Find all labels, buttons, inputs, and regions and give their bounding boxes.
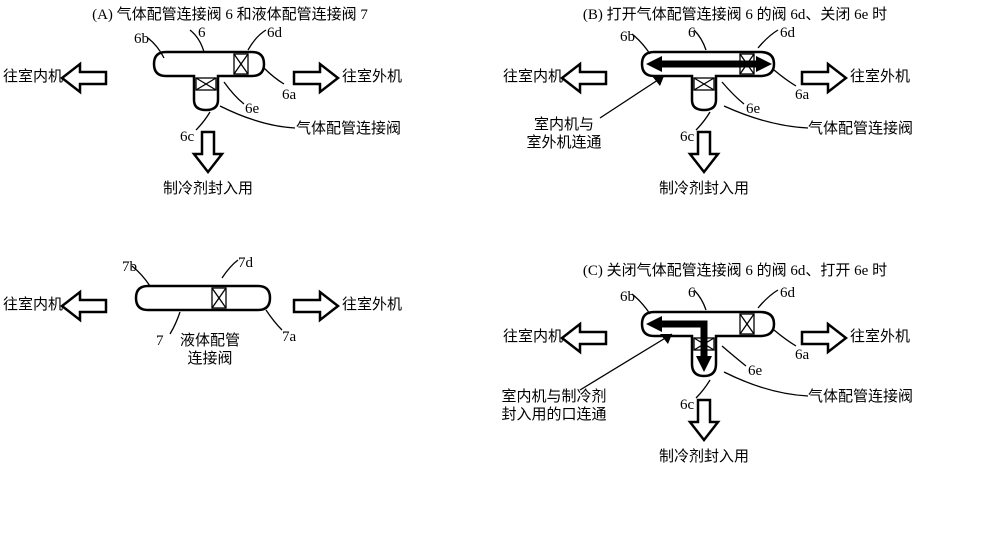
lbl-6d-b: 6d <box>780 24 795 42</box>
panel-c-title: (C) 关闭气体配管连接阀 6 的阀 6d、打开 6e 时 <box>583 262 887 280</box>
label-right-l: 往室外机 <box>342 296 402 314</box>
lbl-7d: 7d <box>238 254 253 272</box>
lbl-6d-a: 6d <box>267 24 282 42</box>
lbl-7a: 7a <box>282 328 296 346</box>
lbl-flow-c: 室内机与制冷剂封入用的口连通 <box>489 388 619 424</box>
lbl-7b: 7b <box>122 258 137 276</box>
lbl-6b-b: 6b <box>620 28 635 46</box>
lbl-6a-c: 6a <box>795 346 809 364</box>
lbl-flow-b: 室内机与室外机连通 <box>514 116 614 152</box>
arrow-left-l <box>60 288 108 324</box>
lbl-6-b: 6 <box>688 24 696 42</box>
lbl-6c-c: 6c <box>680 396 694 414</box>
lbl-6e-c: 6e <box>748 362 762 380</box>
label-down-a: 制冷剂封入用 <box>163 180 253 198</box>
lbl-valve-c: 气体配管连接阀 <box>808 388 913 406</box>
lbl-liquid-cap: 液体配管连接阀 <box>150 332 270 368</box>
arrow-left-a <box>60 60 108 96</box>
label-down-b: 制冷剂封入用 <box>659 180 749 198</box>
label-left-a: 往室内机 <box>3 68 63 86</box>
lbl-6b-c: 6b <box>620 288 635 306</box>
lbl-6e-b: 6e <box>746 100 760 118</box>
lbl-6c-b: 6c <box>680 128 694 146</box>
lbl-6c-a: 6c <box>180 128 194 146</box>
lbl-6e-a: 6e <box>245 100 259 118</box>
lbl-6a-a: 6a <box>282 86 296 104</box>
lbl-6b-a: 6b <box>134 30 149 48</box>
lbl-6d-c: 6d <box>780 284 795 302</box>
label-left-b: 往室内机 <box>503 68 563 86</box>
lbl-valve-b: 气体配管连接阀 <box>808 120 913 138</box>
lbl-6-c: 6 <box>688 284 696 302</box>
label-left-l: 往室内机 <box>3 296 63 314</box>
panel-b-title: (B) 打开气体配管连接阀 6 的阀 6d、关闭 6e 时 <box>583 6 887 24</box>
lbl-6-a: 6 <box>198 24 206 42</box>
panel-a-title: (A) 气体配管连接阀 6 和液体配管连接阀 7 <box>92 6 368 24</box>
label-down-c: 制冷剂封入用 <box>659 448 749 466</box>
lbl-valve-a: 气体配管连接阀 <box>296 120 401 138</box>
lbl-6a-b: 6a <box>795 86 809 104</box>
